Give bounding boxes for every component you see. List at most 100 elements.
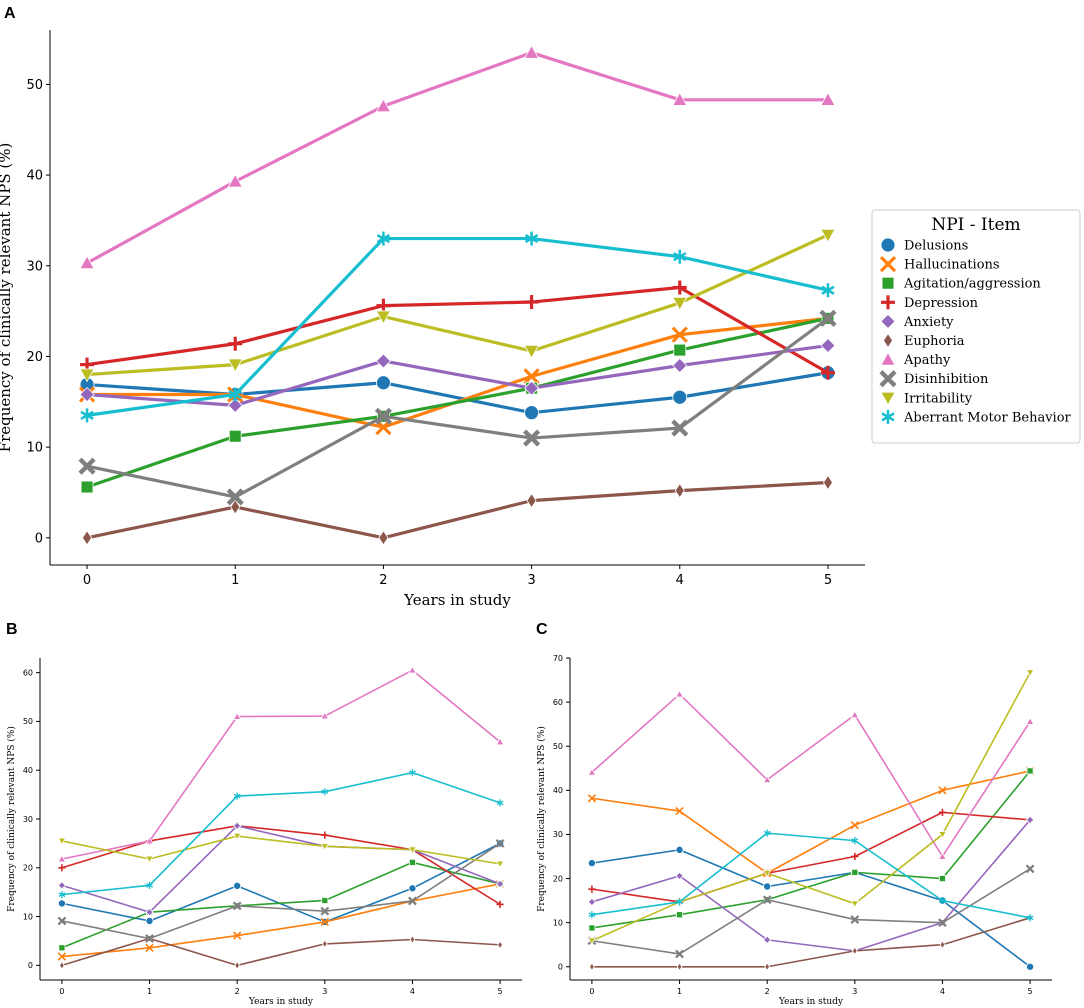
panel-a-series-euphoria [82,474,833,546]
panel-b-line-agitation-aggression [61,861,501,949]
panel-a-point-disinhibition [78,457,96,475]
panel-c-point-disinhibition [1025,864,1035,874]
panel-c-x-tick-label: 0 [589,987,594,996]
panel-b-point-euphoria [409,935,416,944]
panel-b-point-apathy [57,854,67,863]
panel-c-y-axis-title: Frequency of clinically relevant NPS (%) [536,726,547,912]
panel-c-y-tick-label: 30 [553,830,563,839]
legend-entry-depression: Depression [881,295,979,311]
panel-b-point-hallucinations [57,952,67,961]
panel-c-point-hallucinations [587,794,597,803]
panel-a-point-hallucinations [523,368,540,385]
panel-c-y-tick-label: 10 [553,918,563,927]
panel-b-point-hallucinations [233,931,242,940]
panel-c-point-apathy [850,710,860,719]
panel-a-series-hallucinations [78,310,837,436]
panel-a-line-depression [86,285,829,375]
panel-c-point-irritability [762,869,772,878]
panel-c-y-tick-label: 40 [553,786,563,795]
panel-b-point-aberrant-motor-behavior [233,792,241,800]
panel-a-point-irritability [672,296,688,311]
panel-c-point-hallucinations [675,806,684,816]
panel-c-point-agitation-aggression [851,868,859,876]
chart-panel-c: 0 10 20 30 40 50 60 70 0 1 2 3 4 5 Years in study Frequ… [536,654,1052,1007]
panel-a-y-tick-label: 0 [35,531,43,546]
panel-a-y-tick-label: 40 [26,169,43,184]
panel-a-line-euphoria [86,480,829,540]
panel-a-point-anxiety [375,353,391,369]
panel-c-point-delusions [763,882,772,891]
panel-b-point-hallucinations [320,917,329,927]
panel-c-series-hallucinations [587,766,1035,878]
panel-c-point-depression [938,808,947,816]
panel-c-point-anxiety [675,871,684,881]
panel-a-y-tick-label: 50 [26,78,43,93]
panel-c-series-euphoria [589,913,1033,972]
legend-label: Depression [904,296,979,311]
panel-a-line-disinhibition [86,317,829,499]
panel-c-point-irritability [1025,669,1035,677]
panel-a-point-agitation-aggression [80,480,94,494]
panel-b-y-tick-label: 60 [23,668,33,677]
panel-b-point-euphoria [497,940,503,950]
panel-c-point-disinhibition [850,915,860,924]
panel-a-point-anxiety [672,357,688,374]
panel-c-point-apathy [762,775,772,784]
panel-b-point-agitation-aggression [58,944,66,952]
panel-c-point-euphoria [852,946,858,956]
panel-b-point-aberrant-motor-behavior [409,769,416,777]
panel-c-line-aberrant-motor-behavior [591,832,1031,919]
legend-label: Irritability [904,391,973,406]
legend-entry-aberrant-motor-behavior: Aberrant Motor Behavior [881,409,1072,425]
panel-b-point-delusions [408,884,417,893]
panel-a-point-delusions [672,389,688,405]
legend-entry-delusions: Delusions [880,237,968,254]
panel-a-point-irritability [79,368,95,383]
legend-marker-delusions [880,237,896,253]
panel-a-point-hallucinations [671,326,688,343]
panel-c-point-irritability [938,831,947,839]
panel-a-point-disinhibition [671,419,689,437]
panel-b-point-apathy [320,711,330,720]
legend-label: Apathy [903,353,951,368]
panel-b-y-tick-label: 50 [23,717,33,726]
panel-c-series-agitation-aggression [588,767,1034,932]
panel-c-point-euphoria [764,962,770,972]
legend-label: Hallucinations [904,258,1000,273]
panel-c-point-apathy [587,767,597,776]
panel-a-line-anxiety [86,343,829,408]
panel-a-series-depression [80,280,835,380]
panel-c-point-aberrant-motor-behavior [763,829,771,837]
panel-b-point-aberrant-motor-behavior [58,891,66,899]
panel-b-series-disinhibition [57,838,505,943]
panel-c-series-aberrant-motor-behavior [588,829,1034,922]
panel-b-point-disinhibition [57,916,67,926]
panel-b-point-anxiety [495,879,505,889]
panel-c-point-aberrant-motor-behavior [851,837,859,845]
panel-b-y-tick-label: 10 [23,912,33,921]
panel-a-point-irritability [523,344,540,359]
panel-b-point-apathy [408,665,417,674]
panel-c-point-hallucinations [938,786,947,795]
panel-b-point-apathy [495,737,505,746]
panel-b-x-tick-label: 1 [147,987,152,996]
panel-c-point-anxiety [587,897,597,907]
panel-b-y-tick-label: 0 [28,961,33,970]
legend-label: Euphoria [904,334,965,349]
panel-b-x-tick-label: 0 [59,987,64,996]
legend-label: Delusions [904,239,968,254]
panel-c-line-euphoria [591,917,1031,968]
panel-a-point-agitation-aggression [673,343,687,357]
panel-c-point-agitation-aggression [1026,767,1034,775]
panel-a-point-disinhibition [523,429,541,447]
panel-a-point-depression [228,336,243,351]
panel-c-y-tick-label: 60 [553,698,563,707]
panel-c-line-anxiety [591,819,1031,952]
panel-c-line-delusions [591,849,1031,968]
panel-a-point-disinhibition [374,407,392,425]
panel-b-point-depression [321,831,329,839]
panel-c-x-tick-label: 2 [765,987,770,996]
panel-b-y-tick-label: 30 [23,815,33,824]
panel-c-x-tick-label: 3 [852,987,857,996]
panel-label-a: A [4,5,16,22]
